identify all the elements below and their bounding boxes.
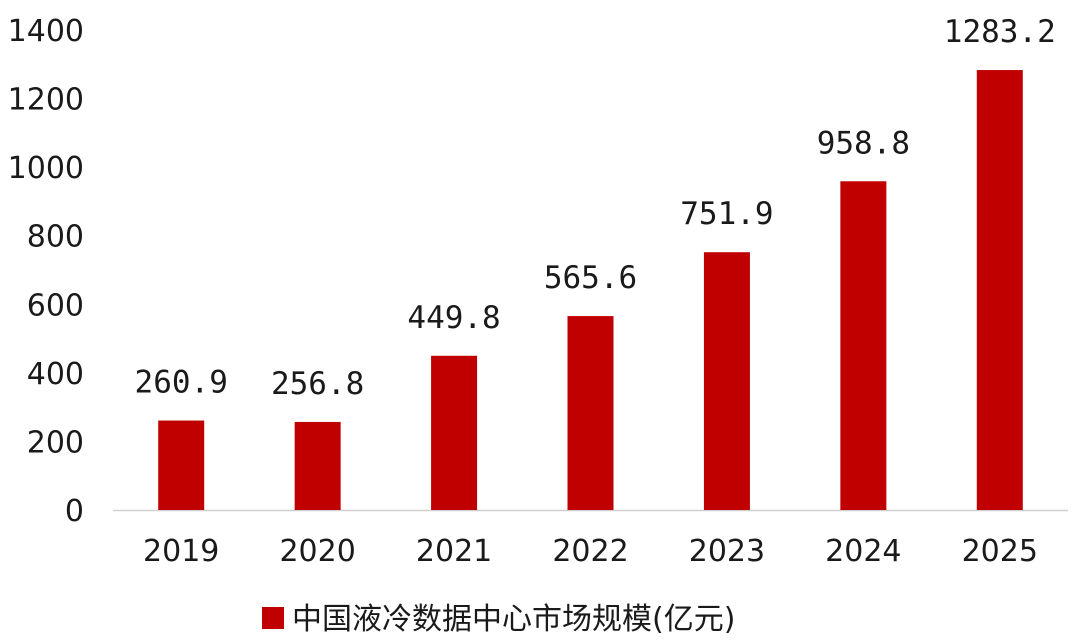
data-labels-group: 260.9 256.8 449.8 565.6 751.9 958.8 1283.2 [135,14,1056,402]
x-tick-label: 2019 [143,534,219,569]
data-label-2021: 449.8 [407,300,500,336]
x-axis-ticks: 2019 2020 2021 2022 2023 2024 2025 [143,534,1038,569]
y-tick-label: 1400 [8,14,84,49]
bar-2019 [158,420,205,510]
bar-2022 [567,316,614,510]
y-tick-label: 400 [27,357,84,392]
y-tick-label: 1200 [8,83,84,118]
data-label-2025: 1283.2 [944,14,1056,50]
x-tick-label: 2025 [962,534,1038,569]
legend-swatch [262,607,284,629]
x-tick-label: 2024 [825,534,901,569]
x-tick-label: 2021 [416,534,492,569]
bar-2023 [703,252,750,510]
y-tick-label: 1000 [8,151,84,186]
data-label-2024: 958.8 [817,125,910,161]
data-label-2019: 260.9 [135,365,228,401]
y-tick-label: 600 [27,288,84,323]
data-label-2022: 565.6 [544,260,637,296]
bars-group [158,70,1023,511]
bar-2021 [431,355,478,510]
bar-2024 [840,181,887,511]
data-label-2020: 256.8 [271,366,364,402]
x-tick-label: 2023 [689,534,765,569]
y-tick-label: 0 [65,494,84,529]
bar-2020 [294,421,341,510]
y-axis-ticks: 0 200 400 600 800 1000 1200 1400 [8,14,84,529]
y-tick-label: 200 [27,425,84,460]
legend-label: 中国液冷数据中心市场规模(亿元) [292,602,735,637]
legend: 中国液冷数据中心市场规模(亿元) [262,602,735,637]
data-label-2023: 751.9 [680,196,773,232]
y-tick-label: 800 [27,220,84,255]
bar-2025 [976,70,1023,510]
x-tick-label: 2022 [552,534,628,569]
x-tick-label: 2020 [279,534,355,569]
